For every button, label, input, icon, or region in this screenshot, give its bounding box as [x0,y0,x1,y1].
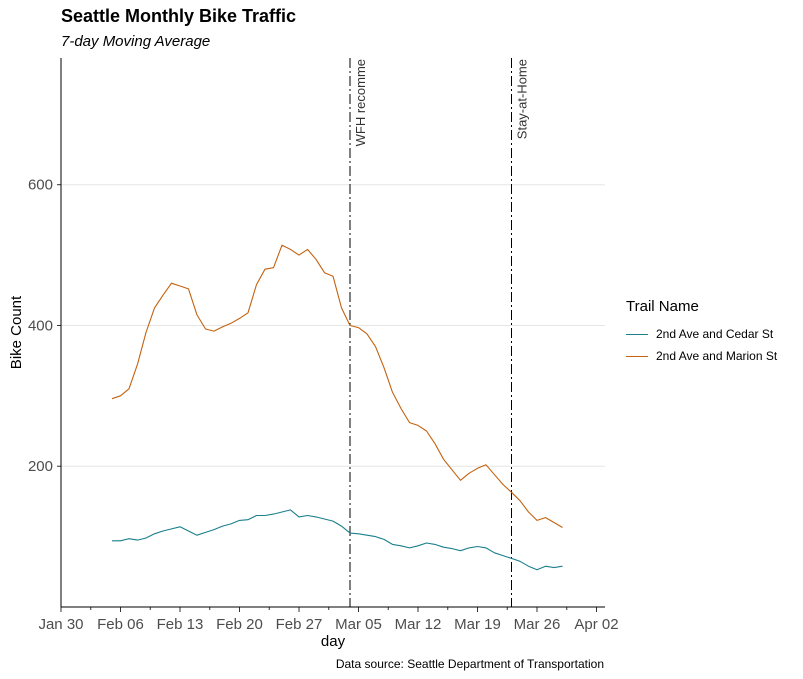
legend-label-cedar: 2nd Ave and Cedar St [656,327,774,341]
y-tick-label: 200 [28,458,53,475]
y-tick-label: 600 [28,177,53,194]
legend-key-marion [626,355,648,357]
chart-title: Seattle Monthly Bike Traffic [61,6,297,26]
legend-key-cedar [626,333,648,335]
series-line-cedar [112,509,563,571]
annotation-label: WFH recomme [353,59,368,146]
legend-label-marion: 2nd Ave and Marion St [656,349,778,363]
legend-item-cedar: 2nd Ave and Cedar St [626,323,777,345]
annotation-layer: WFH recomme Stay-at-Home [349,58,530,607]
x-tick-label: Mar 12 [395,616,442,633]
x-tick-label: Mar 05 [335,616,382,633]
y-axis-title: Bike Count [8,295,25,369]
series-line-marion [111,244,563,528]
x-tick-label: Feb 20 [216,616,263,633]
x-tick-label: Apr 02 [574,616,618,633]
x-tick-label: Mar 26 [514,616,561,633]
legend-item-marion: 2nd Ave and Marion St [626,345,777,367]
tick-label-layer: 200 400 600 Jan 30 Feb 06 Feb 13 Feb 20 Feb 27 M… [28,177,619,633]
chart-subtitle: 7-day Moving Average [61,33,211,50]
legend-title: Trail Name [626,298,699,315]
y-tick-label: 400 [28,317,53,334]
legend: Trail Name 2nd Ave and Cedar St 2nd Ave … [626,298,777,367]
x-tick-label: Feb 13 [157,616,204,633]
x-tick-label: Feb 27 [276,616,323,633]
x-axis-title: day [321,633,346,650]
x-tick-label: Feb 06 [97,616,144,633]
x-tick-label: Mar 19 [454,616,501,633]
x-tick-label: Jan 30 [38,616,83,633]
grid-layer [61,184,605,467]
chart-caption: Data source: Seattle Department of Trans… [335,657,604,671]
series-layer [111,244,563,571]
axis-layer [57,58,605,612]
annotation-label: Stay-at-Home [515,59,530,139]
